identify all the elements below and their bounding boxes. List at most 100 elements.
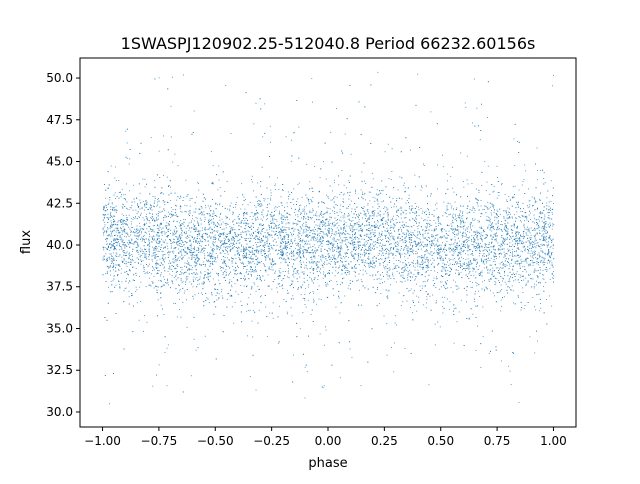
data-point — [119, 235, 121, 236]
data-point — [311, 236, 313, 238]
data-point — [106, 238, 108, 239]
data-point — [544, 269, 546, 270]
data-point — [152, 385, 154, 387]
data-point — [388, 267, 390, 269]
data-point — [437, 257, 438, 259]
data-point — [228, 246, 230, 247]
data-point — [290, 252, 292, 254]
data-point — [193, 276, 195, 278]
data-point — [109, 403, 110, 405]
data-point — [329, 213, 331, 214]
data-point — [457, 263, 459, 264]
data-point — [262, 136, 264, 138]
data-point — [453, 252, 455, 254]
data-point — [537, 276, 539, 278]
data-point — [496, 209, 498, 211]
data-point — [377, 242, 379, 244]
data-point — [253, 282, 255, 284]
data-point — [207, 252, 208, 254]
data-point — [340, 204, 342, 206]
data-point — [499, 246, 501, 248]
data-point — [273, 215, 275, 217]
data-point — [334, 196, 336, 197]
data-point — [394, 322, 396, 324]
data-point — [498, 248, 500, 250]
data-point — [132, 260, 134, 262]
data-point — [343, 277, 345, 279]
data-point — [399, 240, 401, 242]
data-point — [304, 397, 306, 399]
data-point — [188, 268, 190, 270]
data-point — [465, 239, 467, 241]
data-point — [378, 232, 380, 234]
data-point — [410, 288, 412, 290]
data-point — [460, 251, 462, 253]
data-point — [396, 222, 398, 224]
data-point — [270, 220, 272, 222]
data-point — [163, 276, 165, 278]
data-point — [349, 195, 351, 196]
data-point — [375, 223, 377, 225]
data-point — [473, 220, 475, 221]
data-point — [551, 240, 553, 242]
data-point — [215, 261, 217, 263]
data-point — [543, 238, 544, 240]
data-point — [320, 272, 321, 274]
data-point — [343, 237, 345, 238]
data-point — [157, 267, 159, 269]
data-point — [474, 239, 476, 241]
data-point — [278, 210, 280, 212]
data-point — [537, 242, 539, 244]
data-point — [421, 287, 423, 289]
data-point — [113, 224, 115, 226]
data-point — [430, 251, 432, 253]
data-point — [335, 262, 336, 264]
data-point — [341, 248, 343, 250]
data-point — [246, 238, 248, 239]
data-point — [476, 249, 478, 251]
data-point — [309, 232, 311, 233]
data-point — [397, 208, 399, 210]
data-point — [468, 245, 470, 247]
data-point — [467, 258, 469, 260]
data-point — [128, 282, 130, 284]
data-point — [247, 237, 249, 239]
data-point — [340, 220, 342, 222]
data-point — [219, 283, 220, 285]
data-point — [400, 209, 402, 211]
data-point — [234, 229, 236, 230]
data-point — [530, 278, 532, 280]
data-point — [207, 269, 209, 271]
data-point — [360, 279, 362, 281]
data-point — [166, 228, 167, 229]
data-point — [437, 249, 439, 251]
data-point — [532, 244, 534, 245]
data-point — [183, 196, 185, 198]
data-point — [307, 216, 309, 218]
data-point — [288, 235, 290, 237]
data-point — [132, 267, 133, 269]
data-point — [318, 266, 320, 268]
data-point — [408, 250, 410, 252]
data-point — [131, 259, 133, 261]
data-point — [198, 252, 199, 253]
data-point — [449, 251, 451, 253]
data-point — [344, 227, 346, 229]
data-point — [412, 218, 413, 220]
data-point — [474, 301, 476, 303]
data-point — [123, 258, 125, 260]
data-point — [374, 227, 375, 229]
data-point — [541, 245, 543, 247]
data-point — [491, 273, 493, 275]
data-point — [351, 255, 353, 257]
data-point — [339, 219, 341, 221]
data-point — [142, 228, 143, 230]
data-point — [299, 251, 301, 253]
data-point — [368, 218, 370, 220]
data-point — [511, 246, 512, 247]
data-point — [334, 231, 336, 233]
data-point — [287, 313, 288, 315]
data-point — [218, 246, 219, 248]
data-point — [502, 280, 503, 282]
data-point — [380, 278, 382, 280]
